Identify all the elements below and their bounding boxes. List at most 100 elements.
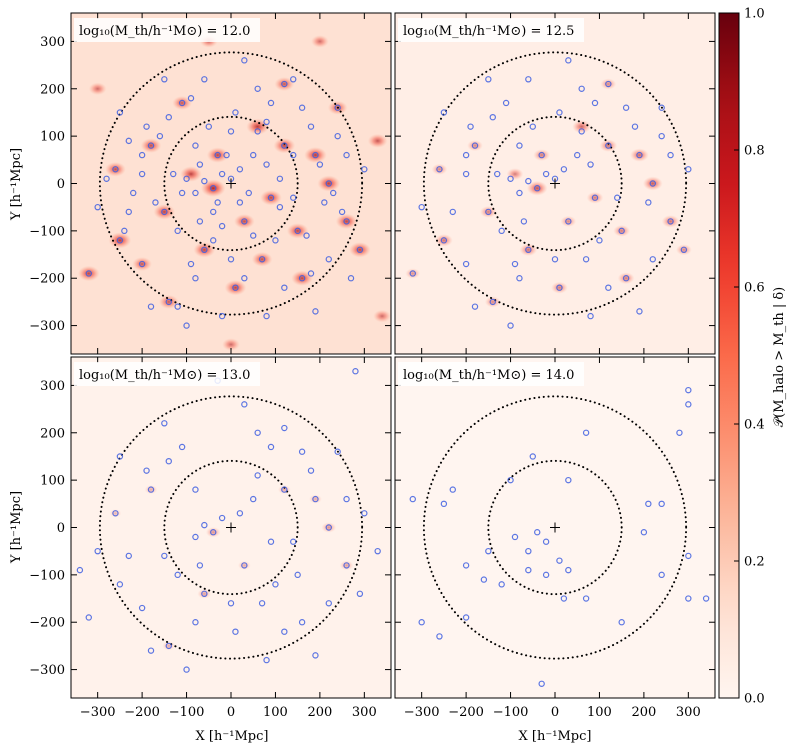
halo-marker [343, 151, 350, 159]
halo-marker [178, 189, 186, 197]
halo-marker [440, 109, 448, 116]
panel-label-box [74, 362, 260, 386]
halo-marker [471, 142, 479, 149]
halo-marker [556, 109, 563, 116]
y-tick-label: 0 [57, 177, 65, 192]
halo-marker [254, 128, 261, 135]
halo-marker [281, 424, 288, 432]
x-tick-label: 100 [587, 705, 612, 720]
density-blob [260, 190, 282, 206]
density-blob [251, 251, 273, 267]
halo-marker [294, 227, 301, 235]
density-blob [339, 560, 354, 571]
halo-marker [587, 312, 594, 320]
halo-marker [330, 189, 337, 197]
halo-marker [143, 467, 150, 474]
radius-circle [422, 395, 688, 660]
halo-marker [316, 161, 324, 168]
halo-marker [218, 514, 226, 522]
halo-marker [636, 308, 643, 315]
halo-marker [232, 628, 239, 635]
halo-marker [685, 386, 692, 394]
density-blob [140, 138, 162, 153]
halo-marker [525, 547, 532, 555]
halo-marker [605, 80, 612, 88]
colorbar-tick-label: 1.0 [744, 7, 765, 22]
halo-marker [334, 448, 341, 455]
y-tick-label: −200 [29, 616, 65, 631]
halo-marker [489, 113, 496, 121]
x-tick-label: 0 [551, 705, 559, 720]
halo-marker [312, 652, 319, 659]
halo-marker [201, 76, 208, 83]
halo-marker [147, 486, 155, 493]
halo-marker [480, 576, 488, 583]
halo-marker [658, 104, 665, 111]
halo-marker [636, 151, 643, 159]
halo-marker [312, 308, 319, 315]
halo-marker [538, 680, 545, 687]
density-blob [172, 96, 192, 110]
halo-marker [103, 175, 110, 182]
halo-marker [196, 218, 204, 225]
halo-marker [250, 232, 257, 239]
panel-label-prefix: log₁₀(M_th/h⁻¹M⊙) = [79, 368, 221, 383]
x-tick-label: 0 [227, 705, 235, 720]
density-blob [642, 176, 663, 191]
halo-marker [201, 521, 208, 529]
halo-marker [343, 218, 350, 225]
density-blob [291, 270, 313, 286]
halo-marker [205, 123, 212, 130]
halo-marker [192, 275, 199, 282]
density-blob [405, 268, 421, 279]
halo-marker [258, 256, 266, 263]
halo-marker [227, 256, 235, 263]
halo-marker [574, 151, 581, 159]
halo-marker [94, 203, 101, 211]
y-axis-label-top: Y [h⁻¹Mpc] [9, 148, 24, 221]
halo-marker [307, 270, 315, 277]
halo-marker [520, 218, 528, 225]
density-blob [467, 140, 483, 152]
density-blob [676, 244, 692, 256]
y-tick-label: −200 [29, 272, 65, 287]
halo-marker [352, 368, 359, 375]
halo-marker [116, 581, 124, 588]
halo-marker [161, 208, 168, 216]
density-blob [311, 35, 329, 48]
halo-marker [290, 151, 297, 159]
panel-plot-area [77, 35, 391, 351]
halo-marker [525, 566, 532, 574]
halo-marker [702, 595, 710, 602]
halo-marker [542, 538, 550, 545]
panel-mth-12-5: log₁₀(M_th/h⁻¹M⊙) = 12.5 [394, 12, 716, 355]
halo-marker [290, 76, 297, 83]
halo-marker [582, 429, 590, 436]
halo-marker [582, 256, 590, 263]
halo-marker [440, 237, 448, 244]
halo-marker [116, 109, 124, 116]
halo-marker [138, 604, 146, 612]
halo-marker [272, 237, 279, 244]
halo-marker [556, 557, 563, 564]
halo-marker [516, 189, 523, 197]
halo-marker [325, 600, 332, 607]
panel-label: log₁₀(M_th/h⁻¹M⊙) = 13.0 [79, 368, 250, 383]
panel-mth-13-0: −300 −200 −100 0 100 200 300 −300 −200 −100 0 100 20… [29, 356, 392, 720]
panel-label-value: 12.0 [221, 24, 250, 39]
halo-marker [436, 166, 443, 173]
halo-marker [267, 443, 275, 451]
density-blob [630, 148, 649, 162]
colorbar-tick-label: 0.0 [744, 692, 765, 707]
halo-marker [147, 142, 155, 149]
halo-marker [290, 194, 297, 201]
halo-marker [250, 151, 257, 159]
halo-marker [436, 633, 443, 640]
halo-marker [498, 227, 505, 235]
colorbar: 0.0 0.2 0.4 0.6 0.8 1.0 [718, 7, 765, 707]
halo-marker [276, 203, 284, 211]
halo-marker [232, 109, 239, 116]
panel-label-value: 12.5 [545, 24, 574, 39]
y-tick-label: −300 [29, 319, 65, 334]
